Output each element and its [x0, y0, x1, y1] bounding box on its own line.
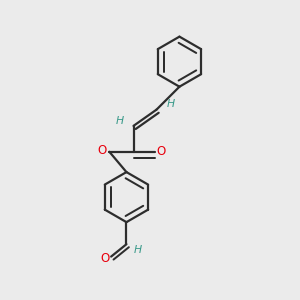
Text: O: O — [98, 144, 107, 158]
Text: H: H — [134, 244, 142, 254]
Text: H: H — [116, 116, 124, 126]
Text: H: H — [167, 99, 175, 110]
Text: O: O — [100, 252, 109, 265]
Text: O: O — [157, 145, 166, 158]
